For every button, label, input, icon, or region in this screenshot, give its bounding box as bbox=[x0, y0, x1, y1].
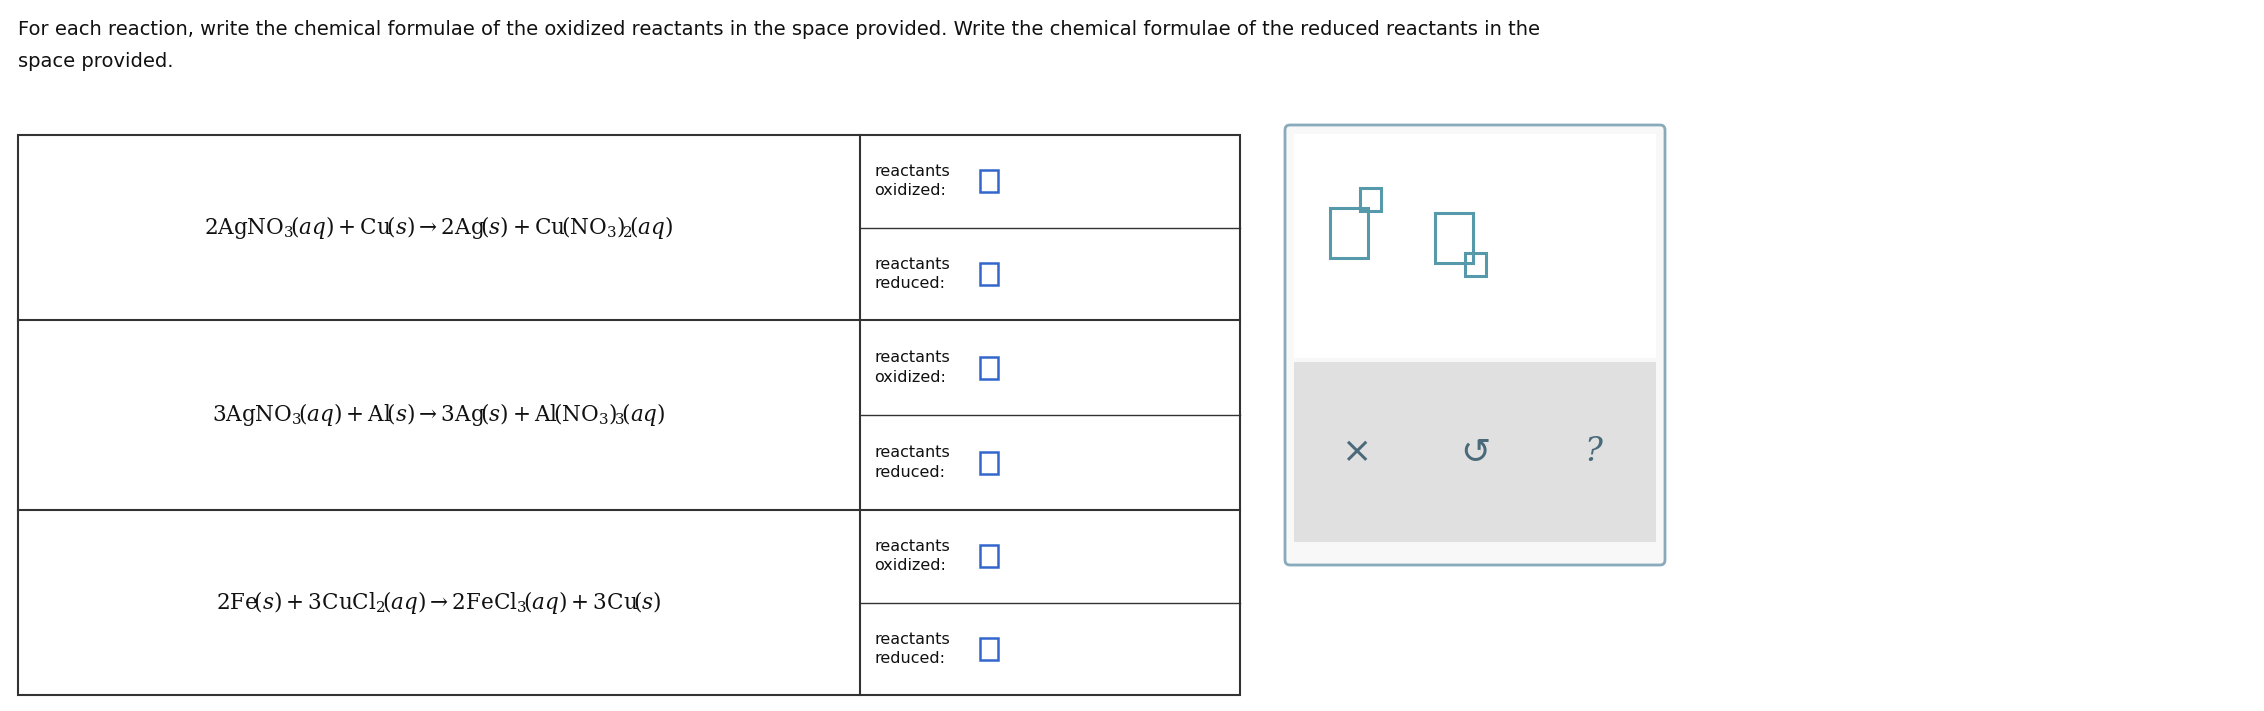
Text: ?: ? bbox=[1585, 436, 1603, 468]
Bar bbox=[1295, 134, 1655, 358]
Text: $3\mathrm{AgNO}_3\!\left(\mathit{aq}\right)+\mathrm{Al}\!\left(\mathit{s}\right): $3\mathrm{AgNO}_3\!\left(\mathit{aq}\rig… bbox=[213, 402, 666, 429]
Text: ×: × bbox=[1343, 435, 1372, 469]
Text: reactants
oxidized:: reactants oxidized: bbox=[874, 539, 951, 573]
Bar bbox=[18, 135, 1241, 695]
Bar bbox=[980, 451, 998, 474]
Text: reactants
reduced:: reactants reduced: bbox=[874, 631, 951, 665]
Text: space provided.: space provided. bbox=[18, 52, 174, 71]
Text: $2\mathrm{AgNO}_3\!\left(\mathit{aq}\right)+\mathrm{Cu}\!\left(\mathit{s}\right): $2\mathrm{AgNO}_3\!\left(\mathit{aq}\rig… bbox=[204, 214, 675, 241]
Text: reactants
oxidized:: reactants oxidized: bbox=[874, 351, 951, 385]
Text: reactants
reduced:: reactants reduced: bbox=[874, 445, 951, 480]
Text: ↺: ↺ bbox=[1460, 435, 1490, 469]
Bar bbox=[1435, 213, 1474, 263]
Bar bbox=[980, 545, 998, 567]
Bar bbox=[1295, 362, 1655, 542]
Bar bbox=[980, 263, 998, 284]
Text: For each reaction, write the chemical formulae of the oxidized reactants in the : For each reaction, write the chemical fo… bbox=[18, 20, 1540, 39]
Bar bbox=[1329, 208, 1367, 258]
Bar bbox=[1361, 188, 1381, 210]
Bar bbox=[980, 170, 998, 192]
FancyBboxPatch shape bbox=[1286, 125, 1664, 565]
Text: $2\mathrm{Fe}\!\left(\mathit{s}\right)+3\mathrm{CuCl}_2\!\left(\mathit{aq}\right: $2\mathrm{Fe}\!\left(\mathit{s}\right)+3… bbox=[215, 589, 661, 616]
Bar bbox=[1465, 253, 1485, 276]
Bar bbox=[980, 356, 998, 378]
Text: reactants
reduced:: reactants reduced: bbox=[874, 257, 951, 291]
Text: reactants
oxidized:: reactants oxidized: bbox=[874, 164, 951, 198]
Bar bbox=[980, 638, 998, 660]
